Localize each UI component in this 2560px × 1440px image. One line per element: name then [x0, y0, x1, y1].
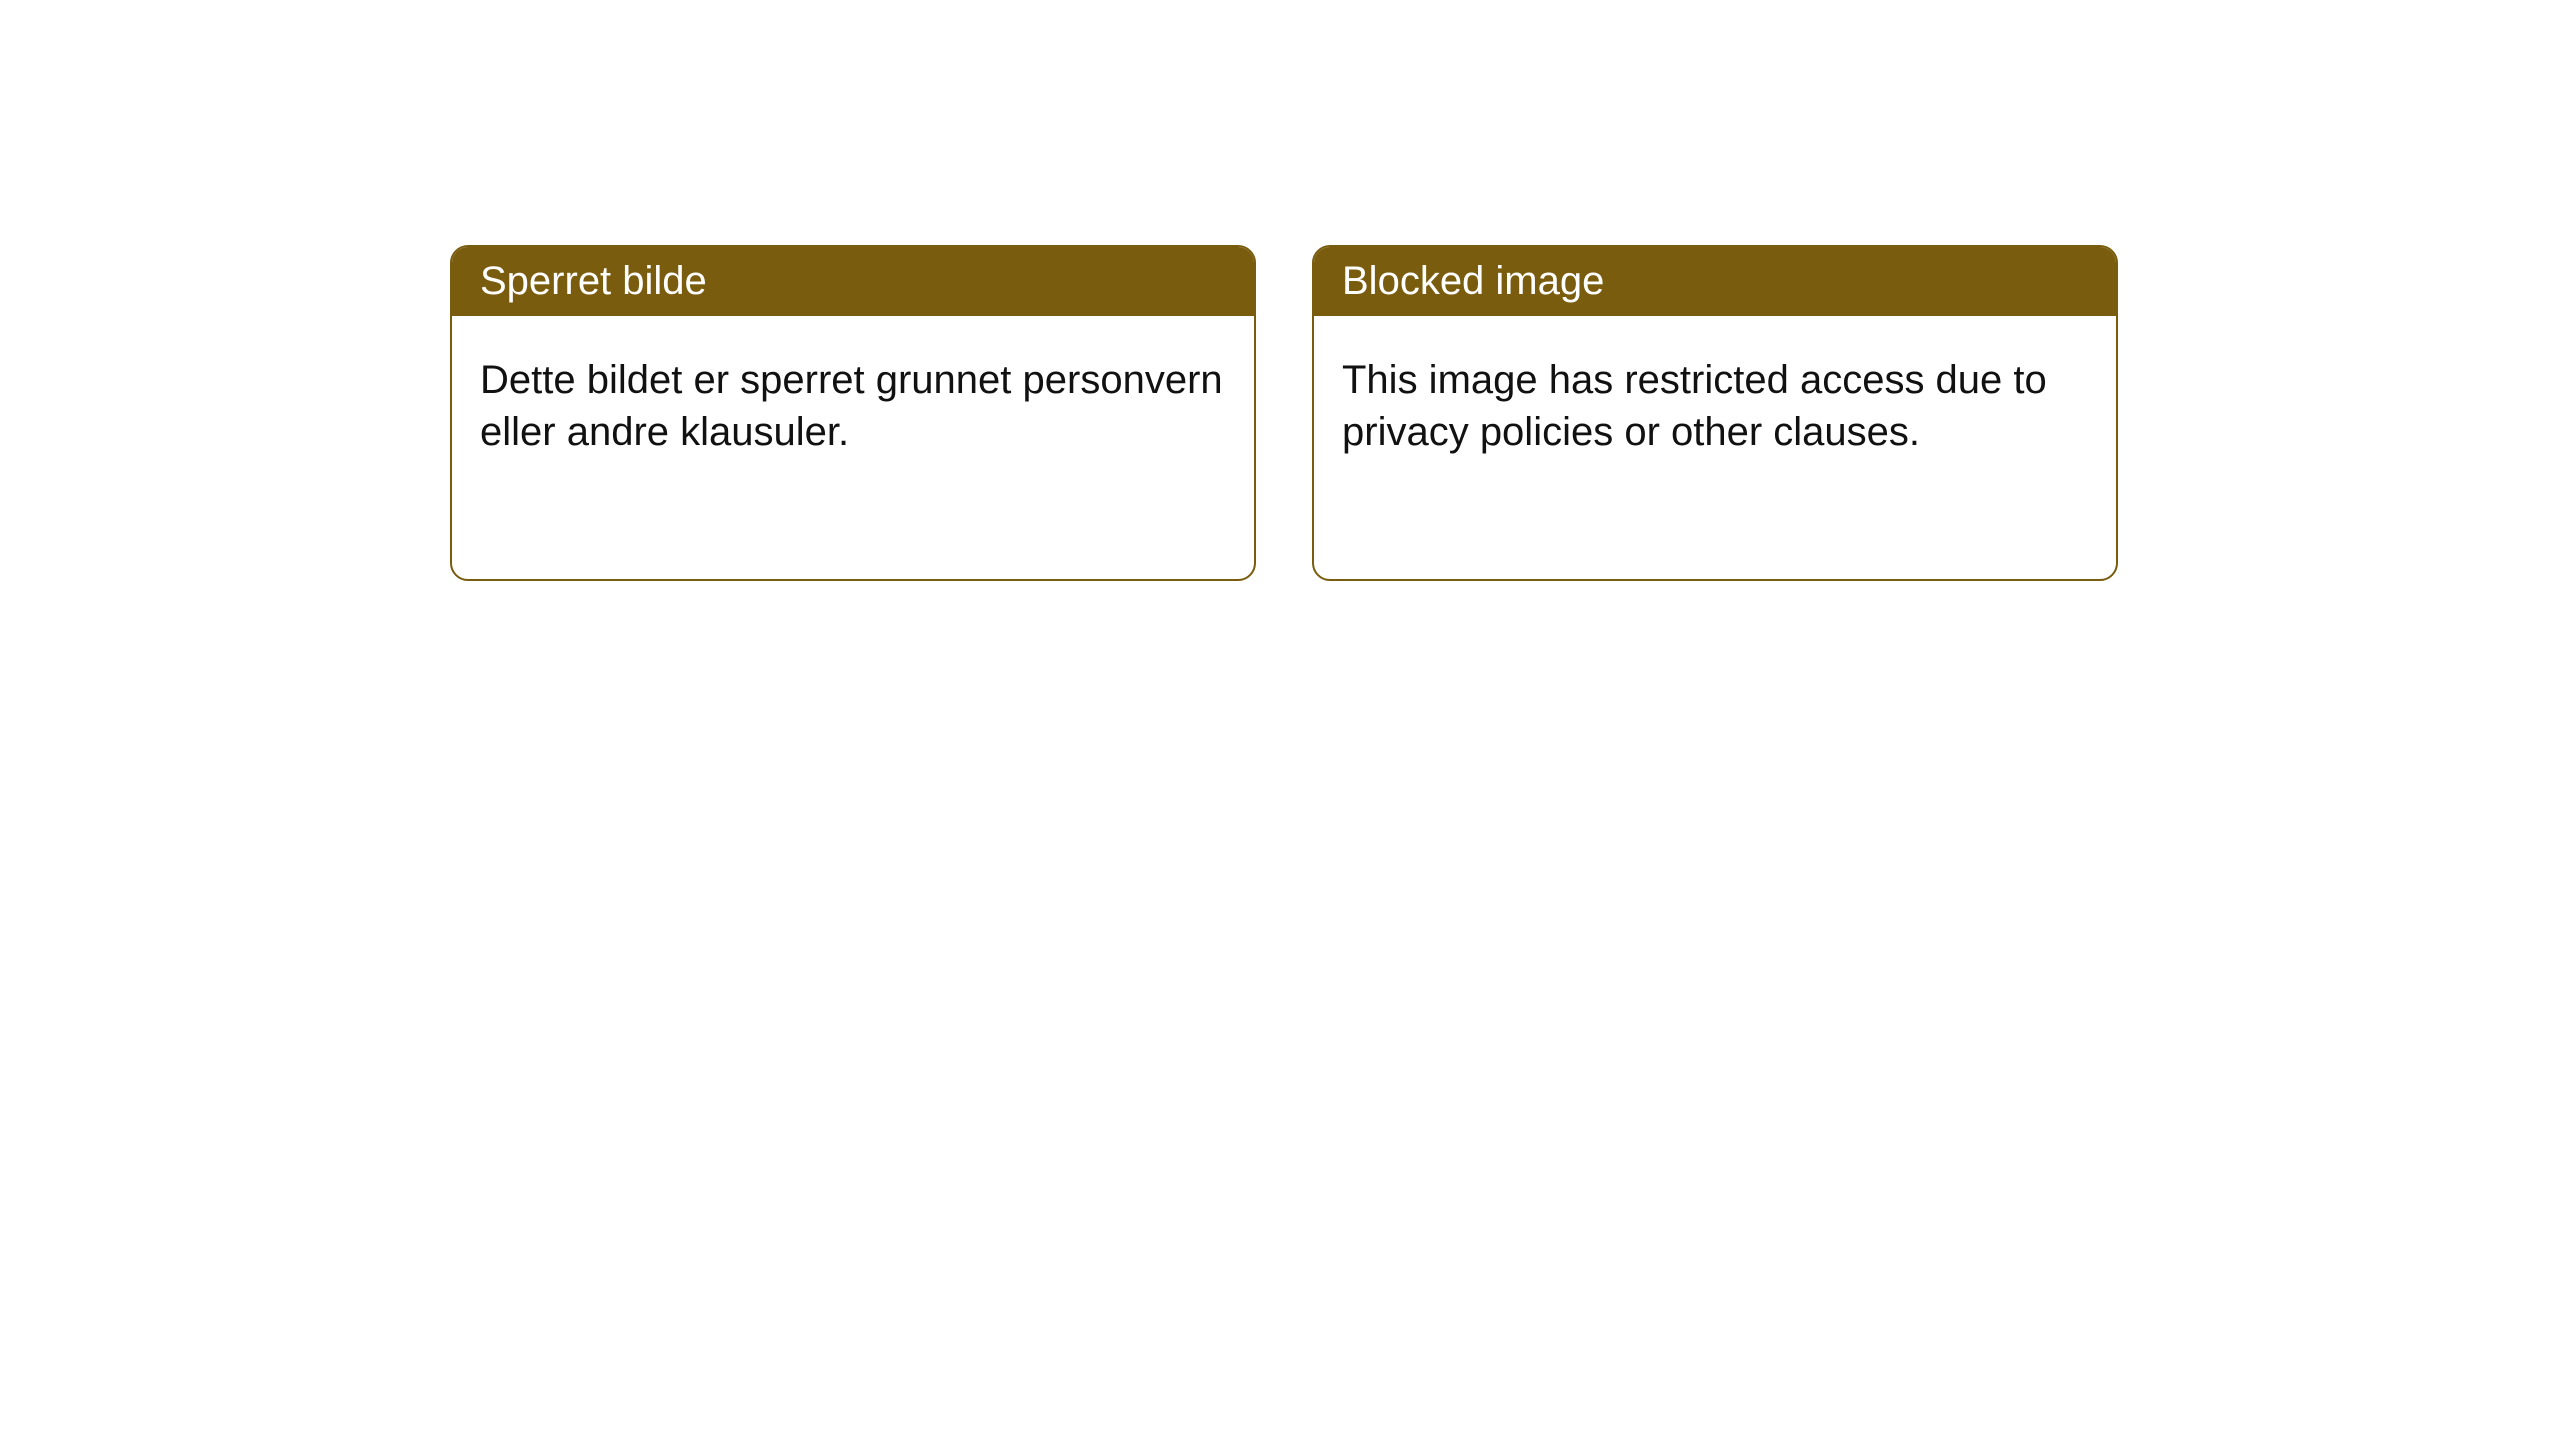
card-body-text: This image has restricted access due to …	[1342, 358, 2047, 454]
notice-cards-container: Sperret bilde Dette bildet er sperret gr…	[0, 0, 2560, 581]
notice-card-english: Blocked image This image has restricted …	[1312, 245, 2118, 581]
card-body-text: Dette bildet er sperret grunnet personve…	[480, 358, 1223, 454]
card-header: Sperret bilde	[452, 247, 1254, 316]
card-body: This image has restricted access due to …	[1314, 316, 2116, 496]
card-header: Blocked image	[1314, 247, 2116, 316]
card-title: Sperret bilde	[480, 259, 707, 303]
notice-card-norwegian: Sperret bilde Dette bildet er sperret gr…	[450, 245, 1256, 581]
card-title: Blocked image	[1342, 259, 1604, 303]
card-body: Dette bildet er sperret grunnet personve…	[452, 316, 1254, 496]
